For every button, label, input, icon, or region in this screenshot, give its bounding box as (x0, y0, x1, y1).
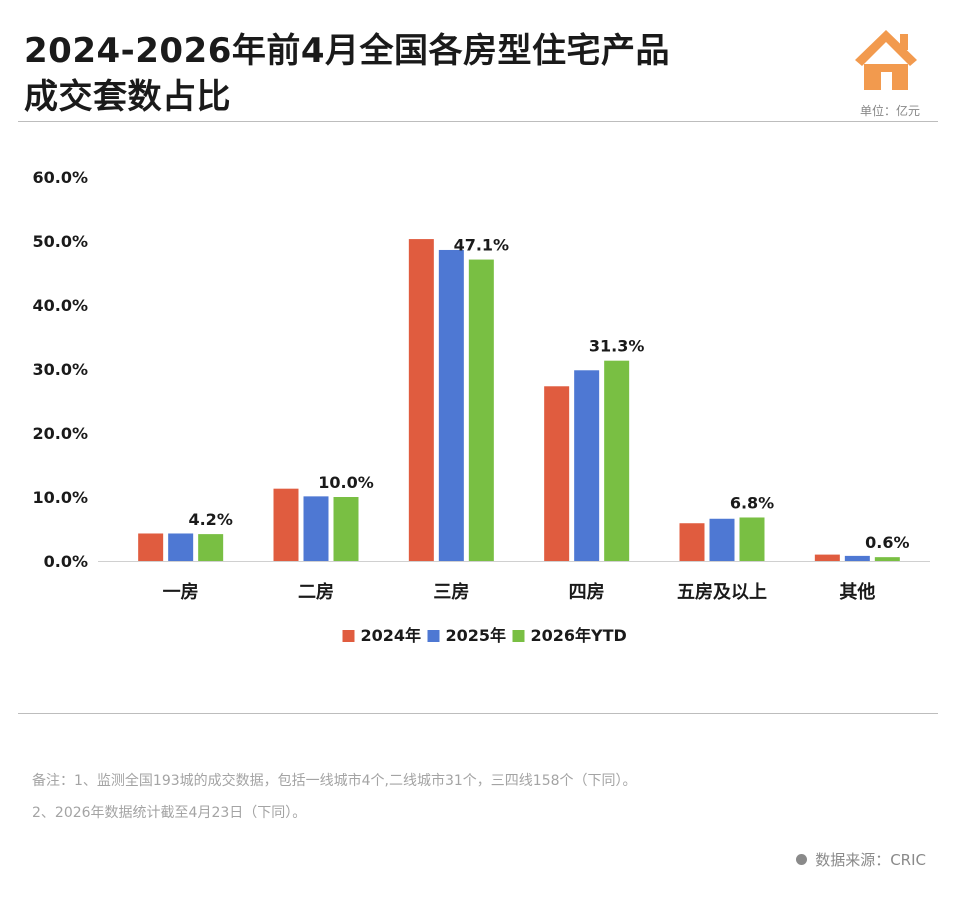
y-tick-label: 10.0% (32, 488, 88, 507)
x-tick-label: 三房 (433, 581, 469, 603)
y-tick-label: 50.0% (32, 232, 88, 251)
bar-3 (198, 534, 224, 561)
bar-3 (468, 259, 494, 561)
x-tick-label: 一房 (163, 581, 199, 603)
bar-2 (168, 533, 194, 561)
header-divider (18, 121, 938, 122)
bar-1 (679, 523, 705, 561)
source: 数据来源：CRIC (796, 849, 926, 870)
x-tick-label: 四房 (569, 581, 605, 603)
legend-swatch (342, 630, 355, 642)
bar-2 (303, 496, 329, 561)
bar-2 (438, 249, 464, 561)
legend-label: 2025年 (446, 626, 507, 645)
bar-3 (739, 517, 765, 561)
bar-2 (709, 518, 735, 561)
legend-swatch (512, 630, 525, 642)
bar-1 (544, 386, 570, 561)
note-line-1: 备注：1、监测全国193城的成交数据，包括一线城市4个,二线城市31个，三四线1… (32, 773, 637, 789)
x-tick-label: 二房 (298, 581, 334, 603)
bar-3 (604, 360, 630, 561)
data-label: 10.0% (318, 473, 374, 492)
bar-2 (844, 555, 870, 561)
y-tick-label: 20.0% (32, 424, 88, 443)
title-line-1: 2024-2026年前4月全国各房型住宅产品 (24, 31, 671, 71)
x-tick-label: 五房及以上 (677, 581, 767, 603)
unit-label: 单位：亿元 (859, 104, 920, 118)
data-label: 0.6% (865, 533, 909, 552)
x-tick-label: 其他 (839, 581, 875, 603)
data-label: 47.1% (454, 236, 510, 255)
legend-label: 2026年YTD (531, 626, 627, 645)
y-tick-label: 30.0% (32, 360, 88, 379)
y-tick-label: 60.0% (32, 168, 88, 187)
page-title: 2024-2026年前4月全国各房型住宅产品 成交套数占比 (24, 28, 670, 120)
bar-1 (408, 239, 434, 561)
house-icon (855, 30, 917, 90)
bar-chart: 0.0% 10.0% 20.0% 30.0% 40.0% 50.0% 60.0% 4.2% 一房… (32, 168, 930, 645)
note-line-2: 2、2026年数据统计截至4月23日（下同）。 (32, 805, 307, 821)
data-label: 31.3% (589, 337, 645, 356)
legend-swatch (427, 630, 440, 642)
legend-label: 2024年 (361, 626, 422, 645)
data-label: 6.8% (730, 493, 774, 512)
bar-1 (814, 554, 840, 561)
data-label: 4.2% (188, 510, 232, 529)
bar-1 (138, 533, 164, 561)
bar-3 (874, 557, 900, 561)
y-tick-label: 0.0% (44, 552, 88, 571)
footer-divider (18, 713, 938, 714)
notes: 备注：1、监测全国193城的成交数据，包括一线城市4个,二线城市31个，三四线1… (32, 765, 637, 829)
source-label: 数据来源：CRIC (815, 851, 926, 869)
bar-3 (333, 497, 359, 561)
bar-2 (574, 370, 600, 561)
bar-1 (273, 488, 299, 561)
title-line-2: 成交套数占比 (24, 77, 231, 117)
y-tick-label: 40.0% (32, 296, 88, 315)
bullet-icon (796, 854, 808, 865)
